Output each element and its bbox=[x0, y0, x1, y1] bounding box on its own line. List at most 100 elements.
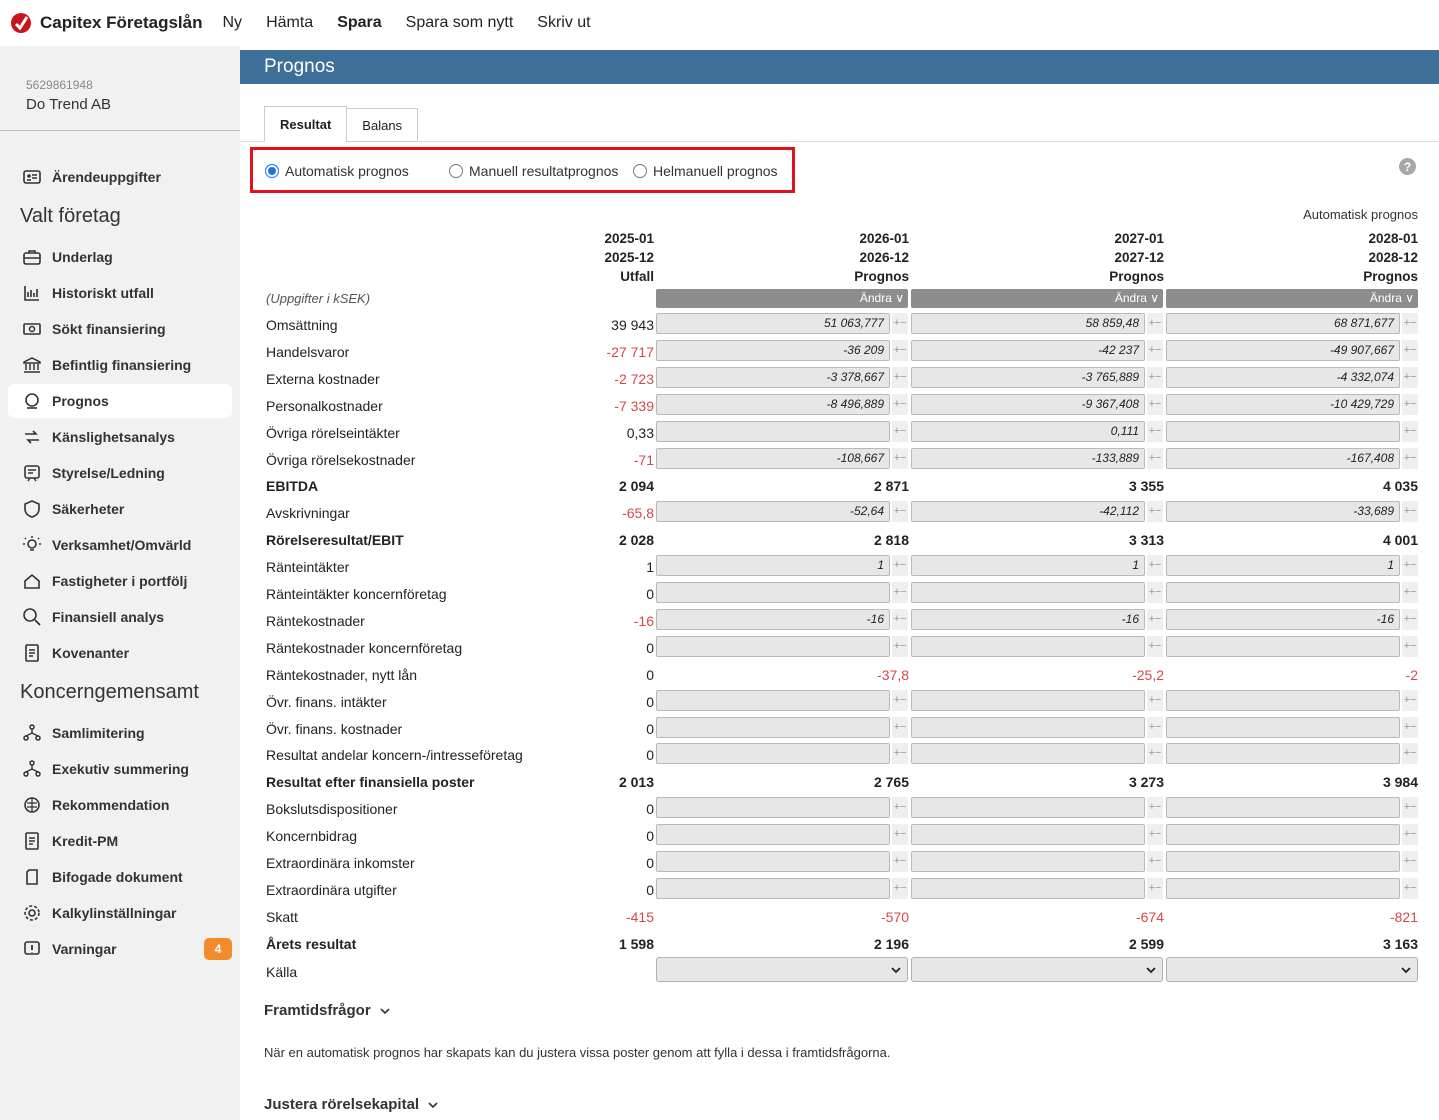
sidebar-item-fastigheter-i-portfolj[interactable]: Fastigheter i portfölj bbox=[8, 564, 232, 598]
forecast-input[interactable] bbox=[911, 797, 1145, 819]
forecast-input[interactable]: -167,408 bbox=[1166, 447, 1400, 469]
sidebar-item-exekutiv-summering[interactable]: Exekutiv summering bbox=[8, 752, 232, 786]
forecast-input[interactable]: -16 bbox=[1166, 608, 1400, 630]
adjust-icon[interactable]: +− bbox=[1147, 447, 1163, 469]
adjust-icon[interactable]: +− bbox=[1402, 635, 1418, 657]
forecast-input[interactable]: -42 237 bbox=[911, 339, 1145, 361]
adjust-icon[interactable]: +− bbox=[892, 447, 908, 469]
nav-save-as-new[interactable]: Spara som nytt bbox=[405, 14, 514, 31]
sidebar-item-kredit-pm[interactable]: Kredit-PM bbox=[8, 824, 232, 858]
sidebar-item-underlag[interactable]: Underlag bbox=[8, 240, 232, 274]
adjust-icon[interactable]: +− bbox=[892, 743, 908, 765]
adjust-icon[interactable]: +− bbox=[1147, 851, 1163, 872]
forecast-input[interactable]: 51 063,777 bbox=[656, 313, 890, 334]
forecast-input[interactable]: -9 367,408 bbox=[911, 393, 1145, 415]
change-dropdown[interactable]: Ändra ∨ bbox=[911, 289, 1163, 308]
forecast-input[interactable]: -16 bbox=[656, 608, 890, 630]
forecast-input[interactable]: -4 332,074 bbox=[1166, 366, 1400, 388]
forecast-input[interactable] bbox=[656, 743, 890, 765]
adjust-icon[interactable]: +− bbox=[1402, 689, 1418, 711]
forecast-input[interactable] bbox=[1166, 824, 1400, 846]
forecast-input[interactable] bbox=[911, 716, 1145, 738]
forecast-input[interactable] bbox=[1166, 689, 1400, 711]
forecast-input[interactable] bbox=[656, 797, 890, 819]
source-select[interactable] bbox=[911, 957, 1163, 982]
forecast-input[interactable]: -33,689 bbox=[1166, 501, 1400, 523]
nav-new[interactable]: Ny bbox=[222, 14, 243, 31]
adjust-icon[interactable]: +− bbox=[1402, 716, 1418, 738]
forecast-input[interactable] bbox=[656, 824, 890, 846]
forecast-input[interactable] bbox=[911, 635, 1145, 657]
sidebar-item-historiskt-utfall[interactable]: Historiskt utfall bbox=[8, 276, 232, 310]
adjust-icon[interactable]: +− bbox=[892, 824, 908, 846]
forecast-input[interactable] bbox=[656, 689, 890, 711]
forecast-input[interactable]: -8 496,889 bbox=[656, 393, 890, 415]
forecast-input[interactable] bbox=[911, 877, 1145, 899]
adjust-icon[interactable]: +− bbox=[892, 393, 908, 415]
adjust-icon[interactable]: +− bbox=[1147, 582, 1163, 603]
radio-automatic[interactable]: Automatisk prognos bbox=[265, 163, 409, 179]
adjust-icon[interactable]: +− bbox=[892, 635, 908, 657]
change-dropdown[interactable]: Ändra ∨ bbox=[1166, 289, 1418, 308]
working-capital-toggle[interactable]: Justera rörelsekapital bbox=[264, 1096, 439, 1113]
adjust-icon[interactable]: +− bbox=[1147, 743, 1163, 765]
adjust-icon[interactable]: +− bbox=[1402, 743, 1418, 765]
forecast-input[interactable]: 68 871,677 bbox=[1166, 313, 1400, 334]
adjust-icon[interactable]: +− bbox=[1402, 582, 1418, 603]
forecast-input[interactable] bbox=[1166, 420, 1400, 442]
forecast-input[interactable] bbox=[656, 420, 890, 442]
adjust-icon[interactable]: +− bbox=[892, 339, 908, 361]
sidebar-item-rekommendation[interactable]: Rekommendation bbox=[8, 788, 232, 822]
sidebar-item-sakerheter[interactable]: Säkerheter bbox=[8, 492, 232, 526]
sidebar-item-bifogade-dokument[interactable]: Bifogade dokument bbox=[8, 860, 232, 894]
forecast-input[interactable] bbox=[1166, 716, 1400, 738]
source-select[interactable] bbox=[1166, 957, 1418, 982]
adjust-icon[interactable]: +− bbox=[1402, 447, 1418, 469]
future-questions-toggle[interactable]: Framtidsfrågor bbox=[264, 1002, 391, 1019]
forecast-input[interactable]: -52,64 bbox=[656, 501, 890, 523]
forecast-input[interactable]: -16 bbox=[911, 608, 1145, 630]
adjust-icon[interactable]: +− bbox=[1402, 420, 1418, 442]
forecast-input[interactable]: -36 209 bbox=[656, 339, 890, 361]
adjust-icon[interactable]: +− bbox=[892, 797, 908, 819]
adjust-icon[interactable]: +− bbox=[892, 555, 908, 577]
radio-dot[interactable] bbox=[449, 164, 463, 178]
radio-full-manual[interactable]: Helmanuell prognos bbox=[633, 163, 778, 179]
adjust-icon[interactable]: +− bbox=[1147, 608, 1163, 630]
forecast-input[interactable]: 1 bbox=[656, 555, 890, 577]
adjust-icon[interactable]: +− bbox=[1147, 635, 1163, 657]
change-dropdown[interactable]: Ändra ∨ bbox=[656, 289, 908, 308]
adjust-icon[interactable]: +− bbox=[1147, 501, 1163, 523]
tab-resultat[interactable]: Resultat bbox=[264, 106, 348, 142]
adjust-icon[interactable]: +− bbox=[1147, 877, 1163, 899]
sidebar-item-kanslighetsanalys[interactable]: Känslighetsanalys bbox=[8, 420, 232, 454]
sidebar-item-befintlig-finansiering[interactable]: Befintlig finansiering bbox=[8, 348, 232, 382]
sidebar-item-prognos[interactable]: Prognos bbox=[8, 384, 232, 418]
adjust-icon[interactable]: +− bbox=[892, 877, 908, 899]
adjust-icon[interactable]: +− bbox=[892, 608, 908, 630]
adjust-icon[interactable]: +− bbox=[1402, 608, 1418, 630]
forecast-input[interactable] bbox=[656, 635, 890, 657]
adjust-icon[interactable]: +− bbox=[1402, 366, 1418, 388]
forecast-input[interactable] bbox=[1166, 635, 1400, 657]
nav-print[interactable]: Skriv ut bbox=[537, 14, 591, 31]
forecast-input[interactable] bbox=[1166, 851, 1400, 872]
forecast-input[interactable] bbox=[911, 582, 1145, 603]
adjust-icon[interactable]: +− bbox=[1402, 877, 1418, 899]
forecast-input[interactable] bbox=[911, 851, 1145, 872]
sidebar-item-samlimitering[interactable]: Samlimitering bbox=[8, 716, 232, 750]
adjust-icon[interactable]: +− bbox=[1402, 501, 1418, 523]
adjust-icon[interactable]: +− bbox=[1402, 555, 1418, 577]
forecast-input[interactable] bbox=[1166, 582, 1400, 603]
adjust-icon[interactable]: +− bbox=[1147, 339, 1163, 361]
sidebar-item-kovenanter[interactable]: Kovenanter bbox=[8, 636, 232, 670]
forecast-input[interactable]: -133,889 bbox=[911, 447, 1145, 469]
forecast-input[interactable]: -42,112 bbox=[911, 501, 1145, 523]
adjust-icon[interactable]: +− bbox=[1402, 797, 1418, 819]
adjust-icon[interactable]: +− bbox=[892, 420, 908, 442]
forecast-input[interactable] bbox=[656, 877, 890, 899]
adjust-icon[interactable]: +− bbox=[1147, 366, 1163, 388]
adjust-icon[interactable]: +− bbox=[1147, 824, 1163, 846]
forecast-input[interactable] bbox=[656, 582, 890, 603]
adjust-icon[interactable]: +− bbox=[1402, 393, 1418, 415]
